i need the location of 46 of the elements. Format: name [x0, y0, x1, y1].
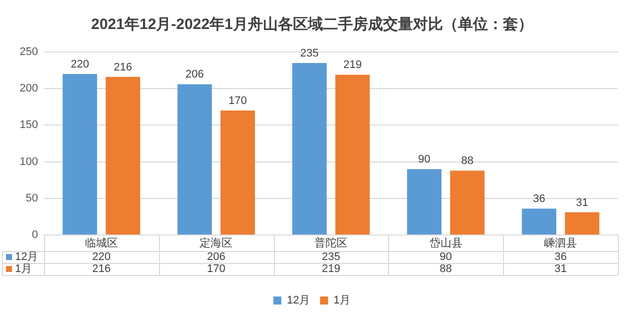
text: 12月 — [286, 294, 310, 307]
bar — [106, 76, 140, 234]
data-label: 36 — [554, 251, 567, 264]
data-label: 235 — [322, 251, 340, 264]
y-tick-label: 200 — [20, 82, 38, 95]
annotation: 31 — [576, 196, 588, 209]
bar — [292, 62, 327, 234]
annotation: 36 — [532, 193, 546, 206]
bar — [450, 170, 485, 234]
x-tick-label: 嵊泗县 — [544, 238, 578, 250]
y-tick-label: 150 — [20, 119, 38, 132]
bar — [62, 74, 98, 234]
annotation: 170 — [228, 95, 247, 108]
data-label: 88 — [440, 263, 452, 276]
x-tick-label: 岱山县 — [429, 236, 462, 250]
x-tick-label: 普陀区 — [314, 236, 348, 250]
legend-label: 1月 — [334, 294, 351, 307]
bar — [220, 110, 255, 234]
data-label: 170 — [207, 263, 226, 276]
bar — [522, 208, 556, 234]
data-label: 216 — [92, 263, 111, 276]
bar — [564, 212, 600, 234]
data-label: 219 — [322, 263, 340, 276]
annotation: 220 — [70, 58, 90, 70]
bar — [335, 74, 370, 234]
data-label: 31 — [554, 263, 567, 276]
text: 1月 — [15, 263, 32, 276]
annotation: 235 — [300, 48, 319, 60]
annotation: 216 — [114, 61, 132, 74]
data-label: 206 — [207, 251, 226, 264]
y-tick-label: 100 — [20, 156, 38, 168]
x-tick-label: 临城区 — [84, 236, 118, 250]
bar — [177, 84, 212, 234]
chart-title: 2021年12月-2022年1月舟山各区域二手房成交量对比（单位：套） — [91, 15, 533, 34]
data-label: 220 — [92, 251, 111, 264]
x-tick-label: 定海区 — [200, 236, 233, 250]
annotation: 219 — [343, 59, 362, 72]
legend-label: 12月 — [15, 251, 38, 264]
annotation: 206 — [185, 68, 204, 81]
data-label: 90 — [440, 251, 452, 264]
annotation: 88 — [461, 155, 474, 168]
annotation: 90 — [418, 154, 430, 166]
y-tick-label: 250 — [20, 46, 38, 58]
y-tick-label: 50 — [26, 192, 38, 204]
y-tick-label: 0 — [32, 229, 38, 242]
bar — [407, 169, 442, 234]
